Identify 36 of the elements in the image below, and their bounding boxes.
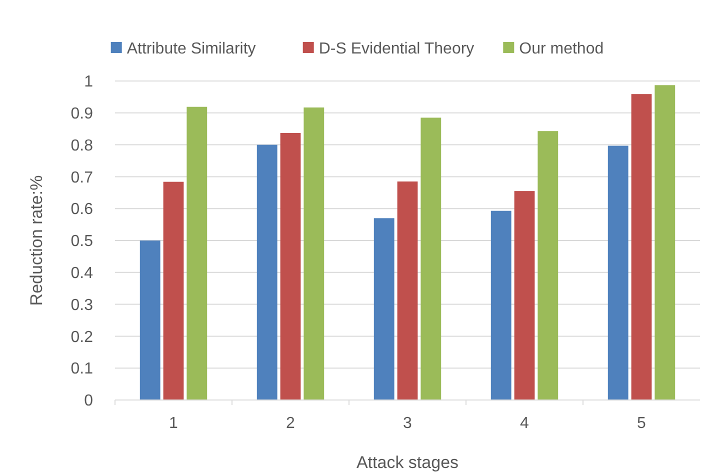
y-axis-title: Reduction rate:% xyxy=(27,175,46,306)
bar xyxy=(163,182,184,400)
bar xyxy=(280,132,301,400)
x-axis-title: Attack stages xyxy=(356,453,459,472)
bar xyxy=(490,210,512,400)
legend-label: D-S Evidential Theory xyxy=(318,40,474,58)
y-tick-label: 0.4 xyxy=(70,265,94,282)
y-tick-label: 0.3 xyxy=(70,296,94,314)
y-tick-label: 0.7 xyxy=(70,169,94,186)
y-tick-label: 0 xyxy=(84,392,94,410)
y-tick-label: 0.9 xyxy=(70,106,94,122)
bar xyxy=(420,118,442,400)
legend-label: Our method xyxy=(519,40,604,58)
x-tick-label: 5 xyxy=(637,415,646,432)
bar xyxy=(304,107,324,400)
bar xyxy=(374,218,394,400)
bar xyxy=(256,144,278,400)
x-tick-label: 1 xyxy=(169,415,178,432)
bar xyxy=(140,240,160,400)
y-tick-label: 0.2 xyxy=(70,328,94,346)
y-tick-label: 1 xyxy=(84,74,94,91)
y-tick-label: 0.8 xyxy=(70,137,94,154)
y-tick-label: 0.1 xyxy=(70,360,94,378)
x-tick-label: 3 xyxy=(403,415,412,432)
bar xyxy=(397,181,418,400)
legend-label: Attribute Similarity xyxy=(126,40,256,58)
y-tick-label: 0.6 xyxy=(70,201,94,218)
x-tick-label: 2 xyxy=(286,415,296,432)
bar xyxy=(631,94,652,400)
y-tick-label: 0.5 xyxy=(70,233,94,250)
x-tick-label: 4 xyxy=(520,415,530,432)
bar xyxy=(654,85,676,400)
bar xyxy=(538,131,558,400)
bar xyxy=(608,146,628,400)
bar xyxy=(514,191,535,400)
bar xyxy=(186,106,208,400)
